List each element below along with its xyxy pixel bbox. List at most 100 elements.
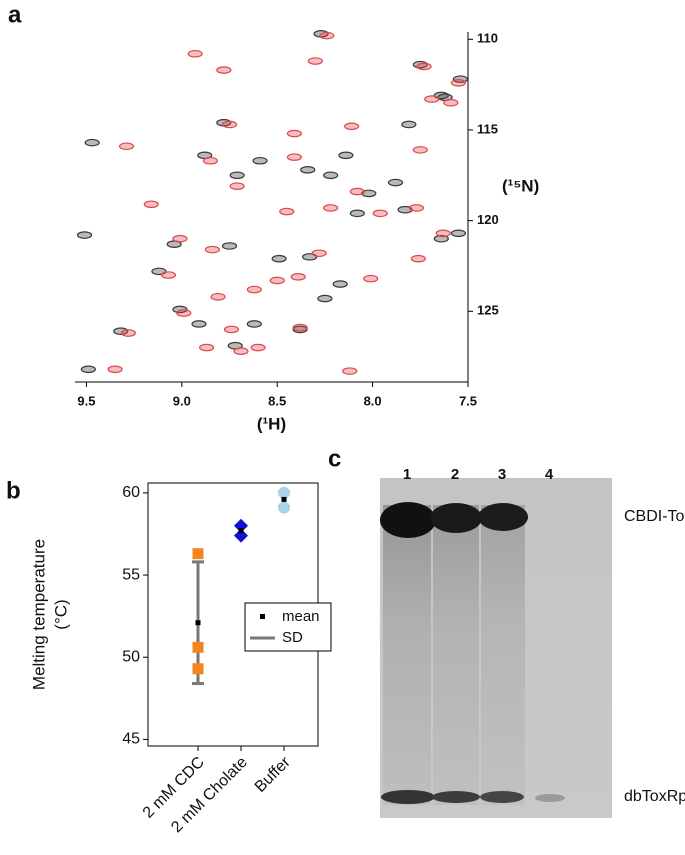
peak	[202, 156, 219, 165]
band	[535, 794, 565, 802]
point	[234, 518, 248, 533]
y-tick-label: 45	[122, 731, 140, 748]
y-axis-label: Melting temperature	[29, 539, 48, 690]
peak	[311, 249, 327, 258]
peak	[286, 153, 302, 161]
band	[381, 790, 435, 804]
y-tick-label: 120	[477, 212, 499, 227]
band	[480, 791, 524, 803]
lane-label: 3	[498, 466, 506, 483]
peak	[300, 166, 316, 174]
y-tick-label: 50	[122, 648, 140, 665]
lane-smear	[433, 505, 479, 805]
peak	[387, 178, 404, 187]
x-tick-label: 9.5	[77, 393, 95, 408]
x-axis-label: (¹H)	[257, 414, 286, 433]
point	[192, 663, 204, 675]
peak	[250, 343, 266, 352]
x-tick-label: Buffer	[252, 753, 294, 795]
peak	[408, 204, 425, 212]
peak	[80, 365, 96, 374]
peak	[120, 329, 137, 337]
peak	[410, 254, 426, 263]
peak	[433, 234, 449, 243]
peak	[143, 200, 159, 209]
peak	[191, 320, 207, 328]
peak	[323, 171, 339, 180]
y-axis-label: (°C)	[51, 599, 70, 629]
peak	[397, 205, 413, 214]
peak	[84, 138, 100, 147]
y-tick-label: 55	[122, 566, 140, 583]
peak	[76, 231, 93, 239]
peak	[416, 62, 432, 71]
y-tick-label: 60	[122, 484, 140, 501]
panel-label: a	[8, 1, 22, 28]
gel-image	[380, 478, 612, 818]
y-axis-label: (¹⁵N)	[502, 176, 539, 195]
mean-marker	[195, 620, 201, 626]
peak	[344, 122, 360, 131]
peak	[290, 273, 306, 281]
peak	[176, 309, 192, 317]
peak	[435, 229, 451, 238]
peak	[172, 305, 188, 314]
x-tick-label: 2 mM Cholate	[168, 754, 251, 837]
peak	[160, 271, 177, 279]
peak	[349, 187, 365, 196]
peak	[246, 285, 262, 294]
peak	[252, 156, 268, 165]
legend-label: mean	[282, 608, 320, 625]
peak	[172, 234, 188, 243]
x-tick-label: 9.0	[173, 393, 191, 408]
peak	[233, 347, 249, 355]
peak	[199, 343, 215, 352]
peak	[361, 189, 377, 198]
band-label: dbToxRp	[624, 788, 685, 805]
peak	[113, 327, 129, 336]
y-tick-label: 115	[477, 121, 498, 136]
peak	[286, 129, 302, 138]
legend-box	[244, 602, 332, 652]
peak	[107, 365, 123, 374]
band-label: CBDI-ToxSp	[624, 508, 685, 525]
point	[278, 486, 290, 499]
peak	[342, 367, 358, 375]
legend-label: SD	[282, 629, 303, 646]
peak	[450, 78, 467, 87]
peak	[338, 151, 354, 160]
band	[430, 503, 482, 533]
lane-label: 1	[403, 466, 411, 483]
peak	[349, 209, 365, 218]
point	[278, 501, 290, 514]
point	[192, 548, 204, 560]
peak	[292, 323, 308, 332]
peak	[292, 325, 308, 334]
lane-smear	[383, 505, 431, 805]
peak	[221, 120, 238, 129]
peak	[363, 274, 379, 283]
panel-label: b	[6, 477, 21, 504]
panel-label: c	[328, 445, 341, 472]
peak	[372, 209, 388, 218]
legend-mean-symbol	[260, 614, 265, 619]
mean-marker	[238, 528, 244, 534]
point	[234, 528, 248, 543]
peak	[317, 294, 333, 303]
peak	[223, 325, 240, 334]
peak	[221, 242, 238, 250]
peak	[450, 229, 467, 238]
peak	[229, 182, 245, 190]
peak	[118, 142, 135, 151]
band	[432, 791, 480, 803]
peak	[412, 146, 428, 154]
lane-label: 2	[451, 466, 459, 483]
mean-marker	[281, 496, 287, 502]
point	[192, 641, 204, 653]
lane-smear	[481, 505, 525, 805]
peak	[319, 31, 335, 40]
peak	[204, 245, 220, 254]
peak	[307, 57, 323, 65]
band	[478, 503, 528, 531]
x-tick-label: 8.5	[268, 393, 286, 408]
